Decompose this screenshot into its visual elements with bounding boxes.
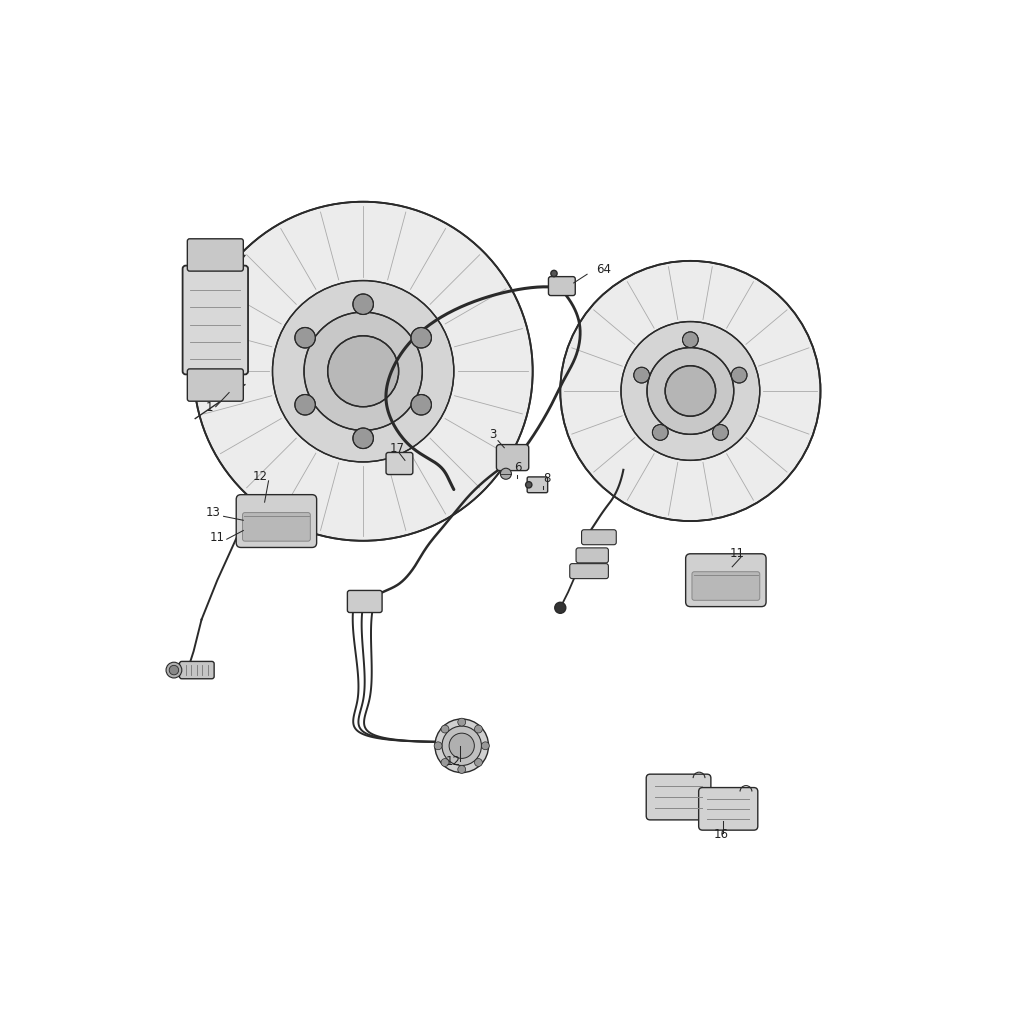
Circle shape [474, 725, 482, 733]
FancyBboxPatch shape [549, 276, 575, 296]
Circle shape [328, 336, 398, 407]
Circle shape [353, 428, 374, 449]
Circle shape [169, 666, 178, 675]
FancyBboxPatch shape [386, 453, 413, 474]
Text: 11: 11 [730, 547, 744, 559]
Text: 8: 8 [544, 472, 551, 484]
Circle shape [304, 312, 422, 430]
Circle shape [295, 328, 315, 348]
Circle shape [555, 602, 566, 613]
Circle shape [166, 663, 182, 678]
Circle shape [353, 294, 374, 314]
Circle shape [434, 741, 442, 750]
Circle shape [652, 425, 668, 440]
Circle shape [411, 394, 431, 415]
Circle shape [551, 270, 557, 276]
FancyBboxPatch shape [577, 548, 608, 563]
Circle shape [450, 733, 474, 759]
FancyBboxPatch shape [243, 513, 310, 541]
Circle shape [560, 261, 820, 521]
Circle shape [194, 202, 532, 541]
Circle shape [295, 394, 315, 415]
Circle shape [442, 726, 481, 766]
Circle shape [474, 759, 482, 766]
FancyBboxPatch shape [187, 369, 244, 401]
FancyBboxPatch shape [187, 239, 244, 271]
Text: 64: 64 [596, 263, 610, 275]
Text: 6: 6 [514, 462, 522, 474]
Circle shape [634, 368, 649, 383]
Circle shape [731, 368, 748, 383]
Circle shape [441, 725, 449, 733]
FancyBboxPatch shape [569, 563, 608, 579]
FancyBboxPatch shape [237, 495, 316, 548]
Circle shape [713, 425, 728, 440]
Text: 3: 3 [489, 428, 497, 441]
Text: 17: 17 [389, 441, 404, 455]
FancyBboxPatch shape [686, 554, 766, 606]
FancyBboxPatch shape [582, 529, 616, 545]
FancyBboxPatch shape [179, 662, 214, 679]
Circle shape [441, 759, 449, 766]
Circle shape [458, 766, 466, 773]
Circle shape [481, 741, 489, 750]
Circle shape [647, 347, 734, 434]
Text: 1: 1 [206, 400, 213, 414]
FancyBboxPatch shape [646, 774, 711, 820]
Circle shape [621, 322, 760, 461]
Circle shape [272, 281, 454, 462]
FancyBboxPatch shape [182, 265, 248, 375]
Text: 12: 12 [253, 470, 267, 483]
Text: 12: 12 [446, 756, 461, 768]
Circle shape [682, 332, 698, 347]
Text: 11: 11 [210, 530, 224, 544]
FancyBboxPatch shape [347, 591, 382, 612]
FancyBboxPatch shape [698, 787, 758, 830]
Circle shape [666, 366, 716, 416]
FancyBboxPatch shape [527, 477, 548, 493]
Text: 16: 16 [714, 828, 729, 841]
Circle shape [501, 468, 511, 479]
FancyBboxPatch shape [692, 571, 760, 600]
Circle shape [525, 481, 531, 488]
Circle shape [458, 718, 466, 726]
Circle shape [435, 719, 488, 772]
Circle shape [411, 328, 431, 348]
Text: 13: 13 [206, 506, 220, 518]
FancyBboxPatch shape [497, 444, 528, 471]
